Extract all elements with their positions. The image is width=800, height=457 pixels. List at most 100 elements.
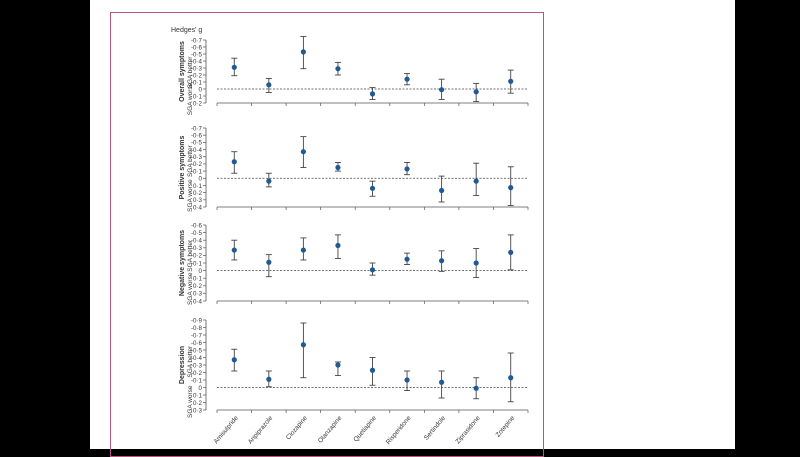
y-tick-label: -0·4	[191, 147, 203, 154]
sga-better-label: SGA better	[187, 239, 194, 272]
y-tick-label: -0·7	[191, 332, 203, 339]
estimate-clozapine	[300, 322, 307, 379]
point-estimate	[231, 159, 237, 165]
estimate-ziprasidone	[473, 82, 480, 103]
panel-title: Negative symptoms	[179, 230, 186, 296]
estimate-amisulpride	[231, 239, 238, 261]
estimate-risperidone	[404, 252, 411, 265]
estimate-aripiprazole	[265, 78, 272, 93]
estimate-olanzapine	[334, 361, 341, 376]
estimate-zotepine	[507, 166, 514, 207]
y-tick-label: -0·1	[191, 168, 203, 175]
panel-depression: -0·9-0·8-0·7-0·6-0·5-0·4-0·3-0·2-0·100·1…	[179, 317, 529, 446]
point-estimate	[300, 49, 306, 55]
estimate-olanzapine	[334, 162, 341, 172]
estimate-amisulpride	[231, 348, 238, 372]
y-tick-label: 0·4	[193, 204, 203, 211]
y-tick-label: -0·6	[191, 222, 203, 229]
point-estimate	[335, 362, 341, 368]
y-tick-label: -0·6	[191, 132, 203, 139]
y-tick-label: -0·2	[191, 72, 203, 79]
point-estimate	[439, 258, 445, 264]
estimate-quetiapine	[369, 262, 376, 276]
y-tick-label: -0·3	[191, 154, 203, 161]
y-tick-label: 0·3	[193, 291, 203, 298]
estimate-clozapine	[300, 237, 307, 261]
point-estimate	[508, 185, 514, 191]
estimate-zotepine	[507, 234, 514, 271]
point-estimate	[369, 267, 376, 273]
point-estimate	[473, 178, 479, 184]
estimate-amisulpride	[231, 57, 238, 77]
estimate-olanzapine	[334, 61, 341, 76]
point-estimate	[300, 342, 306, 348]
y-tick-label: 0	[199, 86, 203, 93]
estimate-aripiprazole	[265, 254, 272, 278]
point-estimate	[473, 385, 479, 391]
y-tick-label: 0·4	[193, 298, 203, 305]
point-estimate	[404, 76, 410, 82]
estimate-ziprasidone	[473, 248, 480, 278]
point-estimate	[473, 260, 479, 266]
x-category-label: Quetiapine	[352, 415, 378, 444]
sga-worse-label: SGA worse	[187, 272, 194, 305]
x-category-label: Ziprasidone	[455, 414, 482, 445]
x-category-label: Risperidone	[385, 414, 413, 445]
point-estimate	[473, 89, 479, 95]
point-estimate	[439, 379, 445, 385]
y-tick-label: 0·1	[193, 183, 203, 190]
y-tick-label: -0·7	[191, 37, 203, 44]
y-tick-label: -0·4	[191, 238, 203, 245]
x-category-label: Zotepine	[495, 414, 517, 438]
estimate-zotepine	[507, 352, 514, 403]
sga-worse-label: SGA worse	[187, 179, 194, 212]
point-estimate	[404, 256, 410, 262]
point-estimate	[369, 91, 376, 97]
estimate-aripiprazole	[265, 370, 272, 388]
sga-better-label: SGA better	[187, 144, 194, 177]
y-tick-label: -0·4	[191, 58, 203, 65]
page	[90, 0, 735, 449]
point-estimate	[439, 187, 445, 194]
point-estimate	[266, 259, 272, 265]
x-category-label: Amisulpride	[213, 415, 240, 446]
y-tick-label: -0·9	[191, 317, 203, 324]
y-tick-label: 0	[199, 268, 203, 275]
y-tick-label: 0·3	[193, 407, 203, 414]
point-estimate	[369, 367, 376, 373]
y-tick-label: -0·2	[191, 253, 203, 260]
y-tick-label: -0·1	[191, 260, 203, 267]
sga-worse-label: SGA worse	[187, 82, 194, 115]
y-tick-label: 0·1	[193, 276, 203, 283]
y-tick-label: 0·1	[193, 392, 203, 399]
x-category-label: Olanzapine	[317, 414, 344, 444]
estimate-risperidone	[404, 162, 411, 176]
y-tick-label: -0·3	[191, 65, 203, 72]
y-axis-title: Hedges' g	[171, 27, 202, 34]
point-estimate	[300, 149, 306, 155]
y-tick-label: -0·6	[191, 44, 203, 51]
estimate-clozapine	[300, 136, 307, 168]
point-estimate	[508, 375, 514, 381]
y-tick-label: -0·3	[191, 245, 203, 252]
y-tick-label: -0·1	[191, 79, 203, 86]
y-tick-label: 0·1	[193, 93, 203, 100]
y-tick-label: 0	[199, 176, 203, 183]
y-tick-label: -0·1	[191, 377, 203, 384]
panel-positive-symptoms: -0·7-0·6-0·5-0·4-0·3-0·2-0·100·10·20·30·…	[179, 125, 529, 212]
y-tick-label: 0·2	[193, 100, 203, 107]
estimate-quetiapine	[369, 87, 376, 100]
y-tick-label: -0·5	[191, 230, 203, 237]
panel-title: Overall symptoms	[179, 41, 186, 102]
panel-negative-symptoms: -0·6-0·5-0·4-0·3-0·2-0·100·10·20·30·4 Neg…	[179, 222, 529, 305]
y-tick-label: -0·8	[191, 325, 203, 332]
y-tick-label: -0·5	[191, 51, 203, 58]
estimate-sertindole	[438, 370, 445, 399]
point-estimate	[335, 66, 341, 72]
point-estimate	[369, 185, 376, 191]
y-tick-label: 0·2	[193, 283, 203, 290]
estimate-quetiapine	[369, 180, 376, 197]
point-estimate	[231, 357, 237, 363]
point-estimate	[404, 377, 410, 383]
estimate-amisulpride	[231, 151, 238, 174]
